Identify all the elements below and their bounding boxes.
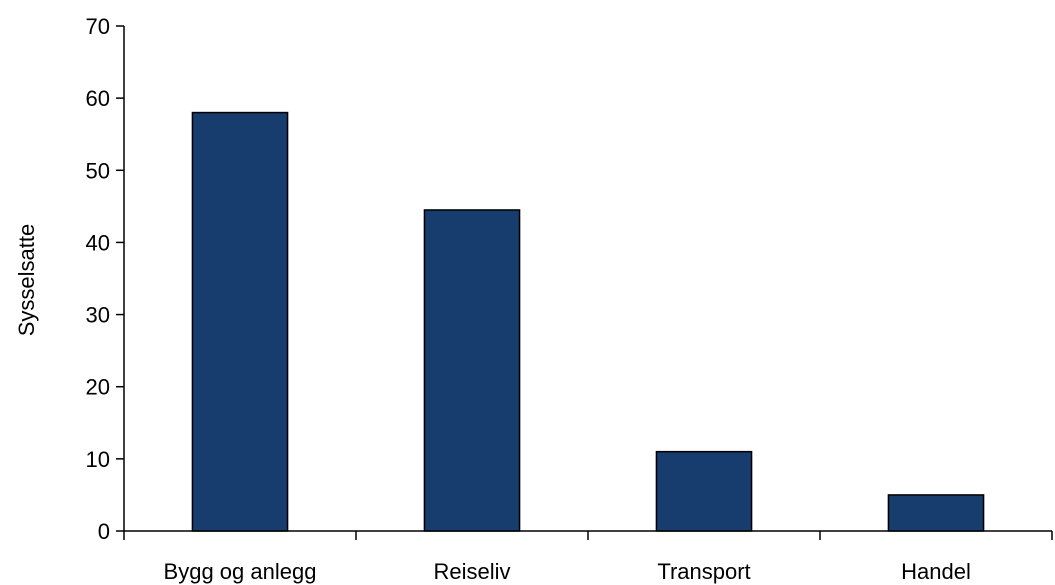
y-tick-label: 70 (86, 14, 110, 39)
x-category-label: Bygg og anlegg (164, 559, 317, 584)
y-tick-label: 20 (86, 375, 110, 400)
y-tick-label: 10 (86, 447, 110, 472)
x-axis: Bygg og anlegg Reiseliv Transport Handel (123, 530, 1053, 584)
bar-reiseliv (423, 209, 521, 532)
bars (191, 111, 985, 532)
x-category-label: Transport (657, 559, 750, 584)
y-tick-label: 40 (86, 230, 110, 255)
x-category-label: Reiseliv (433, 559, 510, 584)
y-tick-label: 60 (86, 86, 110, 111)
bar-bygg-og-anlegg (191, 111, 289, 532)
y-tick-label: 0 (98, 519, 110, 544)
bar-transport (655, 450, 753, 532)
y-axis-label: Sysselsatte (14, 224, 39, 337)
y-axis: 0 10 20 30 40 50 60 70 (86, 14, 125, 544)
y-tick-label: 50 (86, 158, 110, 183)
bar-handel (887, 494, 985, 532)
y-tick-label: 30 (86, 303, 110, 328)
x-category-label: Handel (901, 559, 971, 584)
